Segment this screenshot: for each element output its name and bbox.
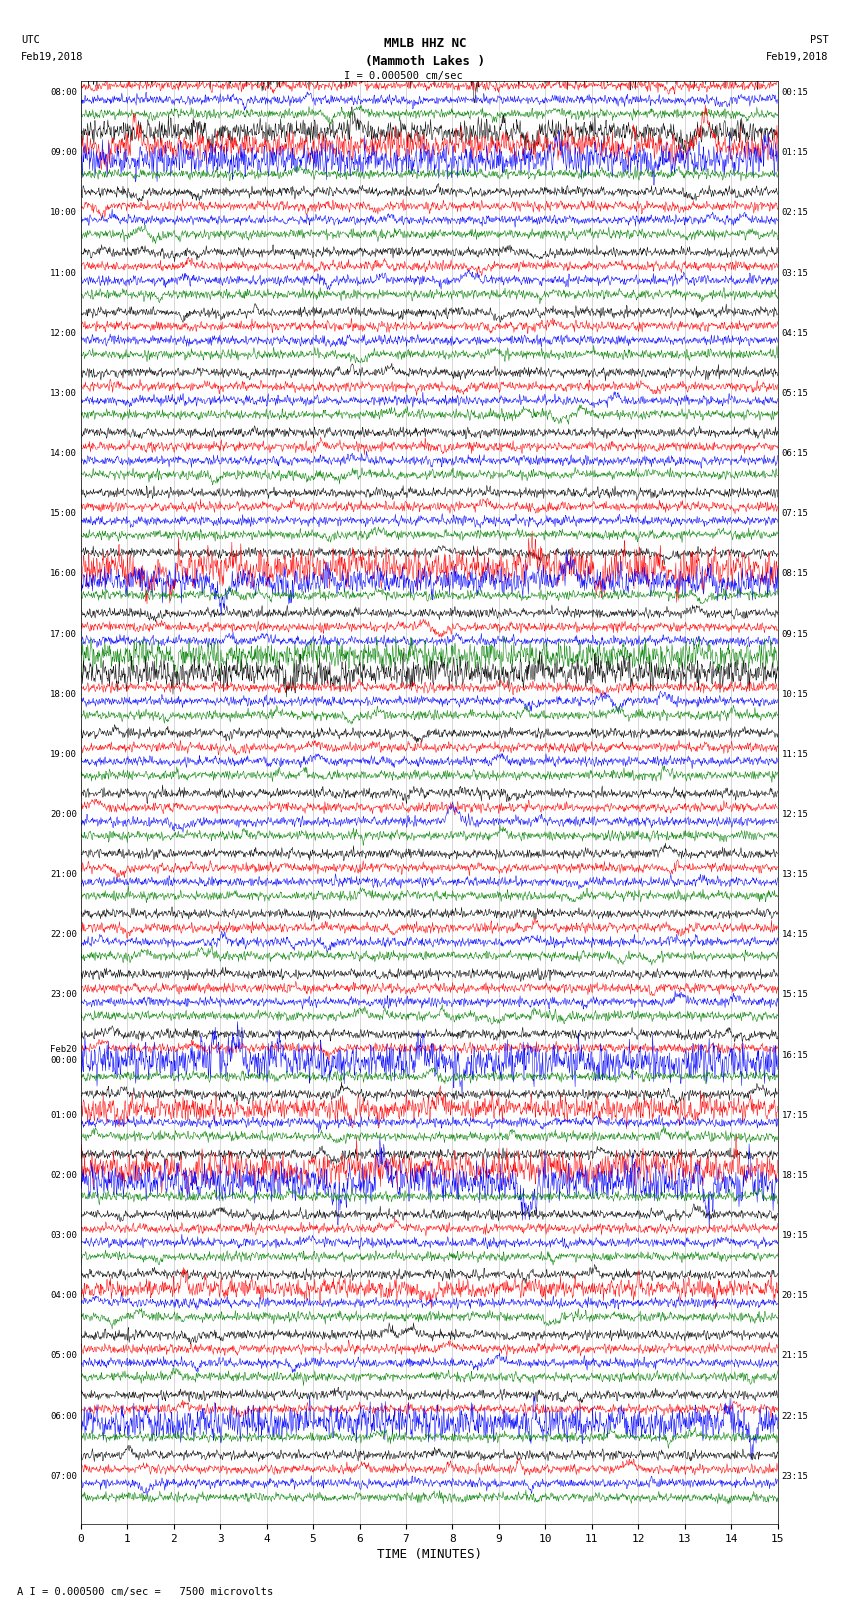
- Text: 22:15: 22:15: [781, 1411, 808, 1421]
- Text: 06:15: 06:15: [781, 448, 808, 458]
- Text: 12:15: 12:15: [781, 810, 808, 819]
- Text: 09:15: 09:15: [781, 629, 808, 639]
- Text: 05:00: 05:00: [50, 1352, 77, 1360]
- Text: 18:00: 18:00: [50, 690, 77, 698]
- Text: 02:00: 02:00: [50, 1171, 77, 1179]
- Text: PST: PST: [810, 35, 829, 45]
- Text: 21:00: 21:00: [50, 869, 77, 879]
- Text: 04:00: 04:00: [50, 1292, 77, 1300]
- Text: (Mammoth Lakes ): (Mammoth Lakes ): [365, 55, 485, 68]
- Text: 11:15: 11:15: [781, 750, 808, 758]
- Text: Feb20
00:00: Feb20 00:00: [50, 1045, 77, 1065]
- Text: 03:00: 03:00: [50, 1231, 77, 1240]
- Text: 10:00: 10:00: [50, 208, 77, 218]
- Text: 19:15: 19:15: [781, 1231, 808, 1240]
- Text: 08:15: 08:15: [781, 569, 808, 579]
- Text: 10:15: 10:15: [781, 690, 808, 698]
- Text: 07:15: 07:15: [781, 510, 808, 518]
- Text: 14:15: 14:15: [781, 931, 808, 939]
- Text: 13:00: 13:00: [50, 389, 77, 398]
- Text: 00:15: 00:15: [781, 89, 808, 97]
- Text: 07:00: 07:00: [50, 1471, 77, 1481]
- Text: 23:00: 23:00: [50, 990, 77, 1000]
- Text: Feb19,2018: Feb19,2018: [766, 52, 829, 61]
- Text: 09:00: 09:00: [50, 148, 77, 158]
- Text: 23:15: 23:15: [781, 1471, 808, 1481]
- Text: I = 0.000500 cm/sec: I = 0.000500 cm/sec: [344, 71, 463, 81]
- X-axis label: TIME (MINUTES): TIME (MINUTES): [377, 1548, 482, 1561]
- Text: 06:00: 06:00: [50, 1411, 77, 1421]
- Text: 11:00: 11:00: [50, 269, 77, 277]
- Text: 15:15: 15:15: [781, 990, 808, 1000]
- Text: 20:00: 20:00: [50, 810, 77, 819]
- Text: 16:15: 16:15: [781, 1050, 808, 1060]
- Text: 08:00: 08:00: [50, 89, 77, 97]
- Text: 05:15: 05:15: [781, 389, 808, 398]
- Text: 21:15: 21:15: [781, 1352, 808, 1360]
- Text: A I = 0.000500 cm/sec =   7500 microvolts: A I = 0.000500 cm/sec = 7500 microvolts: [17, 1587, 273, 1597]
- Text: 20:15: 20:15: [781, 1292, 808, 1300]
- Text: 01:00: 01:00: [50, 1111, 77, 1119]
- Text: 15:00: 15:00: [50, 510, 77, 518]
- Text: 12:00: 12:00: [50, 329, 77, 337]
- Text: 02:15: 02:15: [781, 208, 808, 218]
- Text: 04:15: 04:15: [781, 329, 808, 337]
- Text: 19:00: 19:00: [50, 750, 77, 758]
- Text: 16:00: 16:00: [50, 569, 77, 579]
- Text: 17:00: 17:00: [50, 629, 77, 639]
- Text: 14:00: 14:00: [50, 448, 77, 458]
- Text: 01:15: 01:15: [781, 148, 808, 158]
- Text: 03:15: 03:15: [781, 269, 808, 277]
- Text: UTC: UTC: [21, 35, 40, 45]
- Text: 17:15: 17:15: [781, 1111, 808, 1119]
- Text: MMLB HHZ NC: MMLB HHZ NC: [383, 37, 467, 50]
- Text: Feb19,2018: Feb19,2018: [21, 52, 84, 61]
- Text: 18:15: 18:15: [781, 1171, 808, 1179]
- Text: 13:15: 13:15: [781, 869, 808, 879]
- Text: 22:00: 22:00: [50, 931, 77, 939]
